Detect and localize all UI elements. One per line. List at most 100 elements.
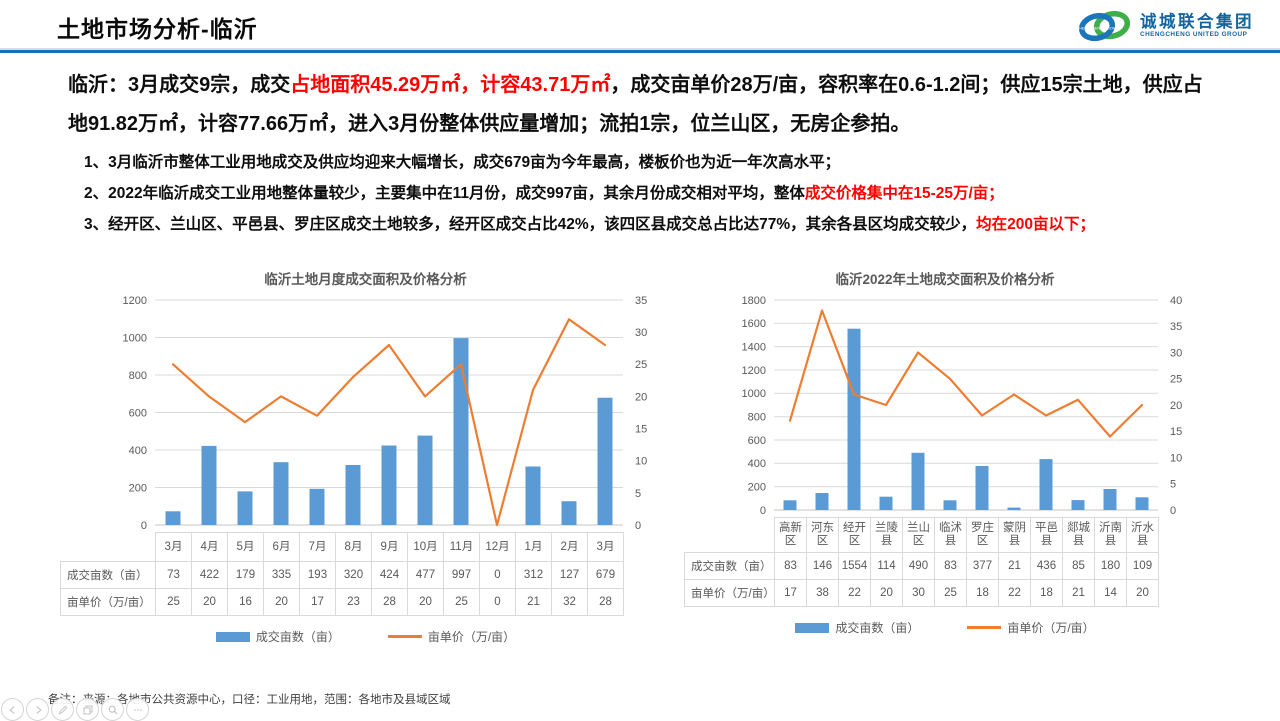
legend-bar-swatch [215,631,250,642]
value-cell: 30 [902,579,935,607]
slides-icon [83,705,92,714]
category-cell: 经开区 [838,517,871,553]
svg-text:5: 5 [1170,479,1176,491]
chart-data-table: 高新区河东区经开区兰陵县兰山区临沭县罗庄区蒙阴县平邑县郯城县沂南县沂水县成交亩数… [684,517,1159,607]
page-title: 土地市场分析-临沂 [57,16,258,42]
svg-text:10: 10 [1170,452,1182,464]
value-cell: 14 [1094,579,1127,607]
svg-text:0: 0 [760,505,766,517]
value-cell: 18 [966,579,999,607]
svg-text:35: 35 [635,295,647,307]
svg-text:1000: 1000 [742,388,766,400]
highlighted-text: 成交价格集中在15-25万/亩； [804,185,1004,202]
chart-plot: 0 200 400 600 800 1000 1200 1400 1600 1800 0 5 10 15 2… [742,295,1183,517]
category-cell: 高新区 [774,517,807,553]
table-row: 成交亩数（亩） 83 146 1554 114 490 83 377 21 436 85 180 109 [684,552,1159,580]
svg-text:0: 0 [635,520,641,532]
text-segment: 临沂：3月成交9宗，成交 [68,74,291,96]
value-cell: 25 [155,588,192,616]
category-cell: 8月 [335,532,372,562]
value-cell: 17 [774,579,807,607]
value-cell: 28 [587,588,624,616]
category-cell: 河东区 [806,517,839,553]
value-cell: 18 [1030,579,1063,607]
svg-text:200: 200 [748,482,766,494]
value-cell: 28 [371,588,408,616]
svg-text:30: 30 [1170,347,1182,359]
text-segment: 1、3月临沂市整体工业用地成交及供应均迎来大幅增长，成交679亩为今年最高，楼板… [84,154,841,171]
category-cell: 沂水县 [1126,517,1159,553]
chart-title: 临沂土地月度成交面积及价格分析 [264,272,467,287]
svg-text:15: 15 [1170,426,1182,438]
value-cell: 21 [1062,579,1095,607]
value-cell: 25 [934,579,967,607]
highlighted-text: 均在200亩以下； [976,216,1096,233]
value-cell: 21 [998,552,1031,580]
arrow-right-icon [35,705,42,714]
svg-text:5: 5 [635,488,641,500]
title-divider [0,48,1280,53]
svg-text:25: 25 [1170,374,1182,386]
value-cell: 22 [838,579,871,607]
analysis-point-2: 2、2022年临沂成交工业用地整体量较少，主要集中在11月份，成交997亩，其余… [84,178,1224,209]
slideshow-controls [1,698,149,721]
value-cell: 424 [371,561,408,589]
svg-text:30: 30 [635,327,647,339]
value-cell: 20 [191,588,228,616]
chart-legend: 成交亩数（亩） 亩单价（万/亩） [60,628,671,645]
logo-company-name: 诚城联合集团 [1140,13,1254,31]
magnifier-icon [108,705,117,714]
previous-slide-button[interactable] [1,698,24,721]
value-cell: 20 [1126,579,1159,607]
stub-cell [684,517,775,553]
svg-text:0: 0 [141,520,147,532]
row-label: 成交亩数（亩） [684,552,775,580]
value-cell: 20 [407,588,444,616]
category-cell: 6月 [263,532,300,562]
value-cell: 422 [191,561,228,589]
legend-item: 亩单价（万/亩） [387,628,515,645]
legend-bar-swatch [795,622,830,633]
value-cell: 109 [1126,552,1159,580]
footnote: 备注：来源：各地市公共资源中心，口径：工业用地，范围：各地市及县域区域 [48,694,451,706]
value-cell: 0 [479,588,516,616]
logo-rings-icon: CHENGCHENG UNION [1077,10,1131,42]
value-cell: 490 [902,552,935,580]
svg-text:20: 20 [1170,400,1182,412]
value-cell: 20 [870,579,903,607]
pen-tool-button[interactable] [51,698,74,721]
zoom-button[interactable] [101,698,124,721]
svg-text:1400: 1400 [742,342,766,354]
value-cell: 436 [1030,552,1063,580]
category-cell: 11月 [443,532,480,562]
category-cell: 兰山区 [902,517,935,553]
table-row: 亩单价（万/亩） 25 20 16 20 17 23 28 20 25 0 21 32 28 [60,588,624,616]
value-cell: 114 [870,552,903,580]
table-row: 高新区河东区经开区兰陵县兰山区临沭县罗庄区蒙阴县平邑县郯城县沂南县沂水县 [684,517,1159,553]
analysis-point-1: 1、3月临沂市整体工业用地成交及供应均迎来大幅增长，成交679亩为今年最高，楼板… [84,147,1224,178]
category-cell: 临沭县 [934,517,967,553]
svg-text:600: 600 [129,407,147,419]
value-cell: 679 [587,561,624,589]
row-label: 成交亩数（亩） [60,561,156,589]
more-options-button[interactable] [126,698,149,721]
value-cell: 21 [515,588,552,616]
chart-monthly-transactions: 临沂土地月度成交面积及价格分析 0 200 400 600 800 1000 1200 0 5 10… [60,268,671,645]
legend-item: 成交亩数（亩） [795,619,919,636]
value-cell: 312 [515,561,552,589]
value-cell: 23 [335,588,372,616]
svg-text:1200: 1200 [123,295,147,307]
text-segment: 3、经开区、兰山区、平邑县、罗庄区成交土地较多，经开区成交占比42%，该四区县成… [84,216,977,233]
value-cell: 193 [299,561,336,589]
value-cell: 25 [443,588,480,616]
svg-text:400: 400 [129,445,147,457]
next-slide-button[interactable] [26,698,49,721]
category-cell: 10月 [407,532,444,562]
value-cell: 179 [227,561,264,589]
legend-item: 亩单价（万/亩） [967,619,1095,636]
value-cell: 320 [335,561,372,589]
value-cell: 17 [299,588,336,616]
slides-overview-button[interactable] [76,698,99,721]
category-cell: 罗庄区 [966,517,999,553]
svg-text:1000: 1000 [123,332,147,344]
